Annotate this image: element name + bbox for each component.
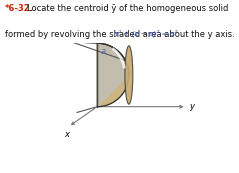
Text: y: y bbox=[190, 102, 194, 111]
Text: formed by revolving the shaded area about the y axis.: formed by revolving the shaded area abou… bbox=[5, 30, 234, 39]
Text: z: z bbox=[93, 0, 98, 1]
Text: x: x bbox=[64, 130, 69, 139]
Text: y² + (z − a)² = a²: y² + (z − a)² = a² bbox=[114, 30, 178, 38]
Ellipse shape bbox=[125, 46, 133, 104]
Text: a: a bbox=[101, 47, 106, 56]
Text: *6-32.: *6-32. bbox=[5, 4, 34, 13]
Text: Locate the centroid ȳ of the homogeneous solid: Locate the centroid ȳ of the homogeneous… bbox=[27, 4, 229, 13]
Polygon shape bbox=[97, 43, 129, 107]
Polygon shape bbox=[97, 43, 129, 107]
